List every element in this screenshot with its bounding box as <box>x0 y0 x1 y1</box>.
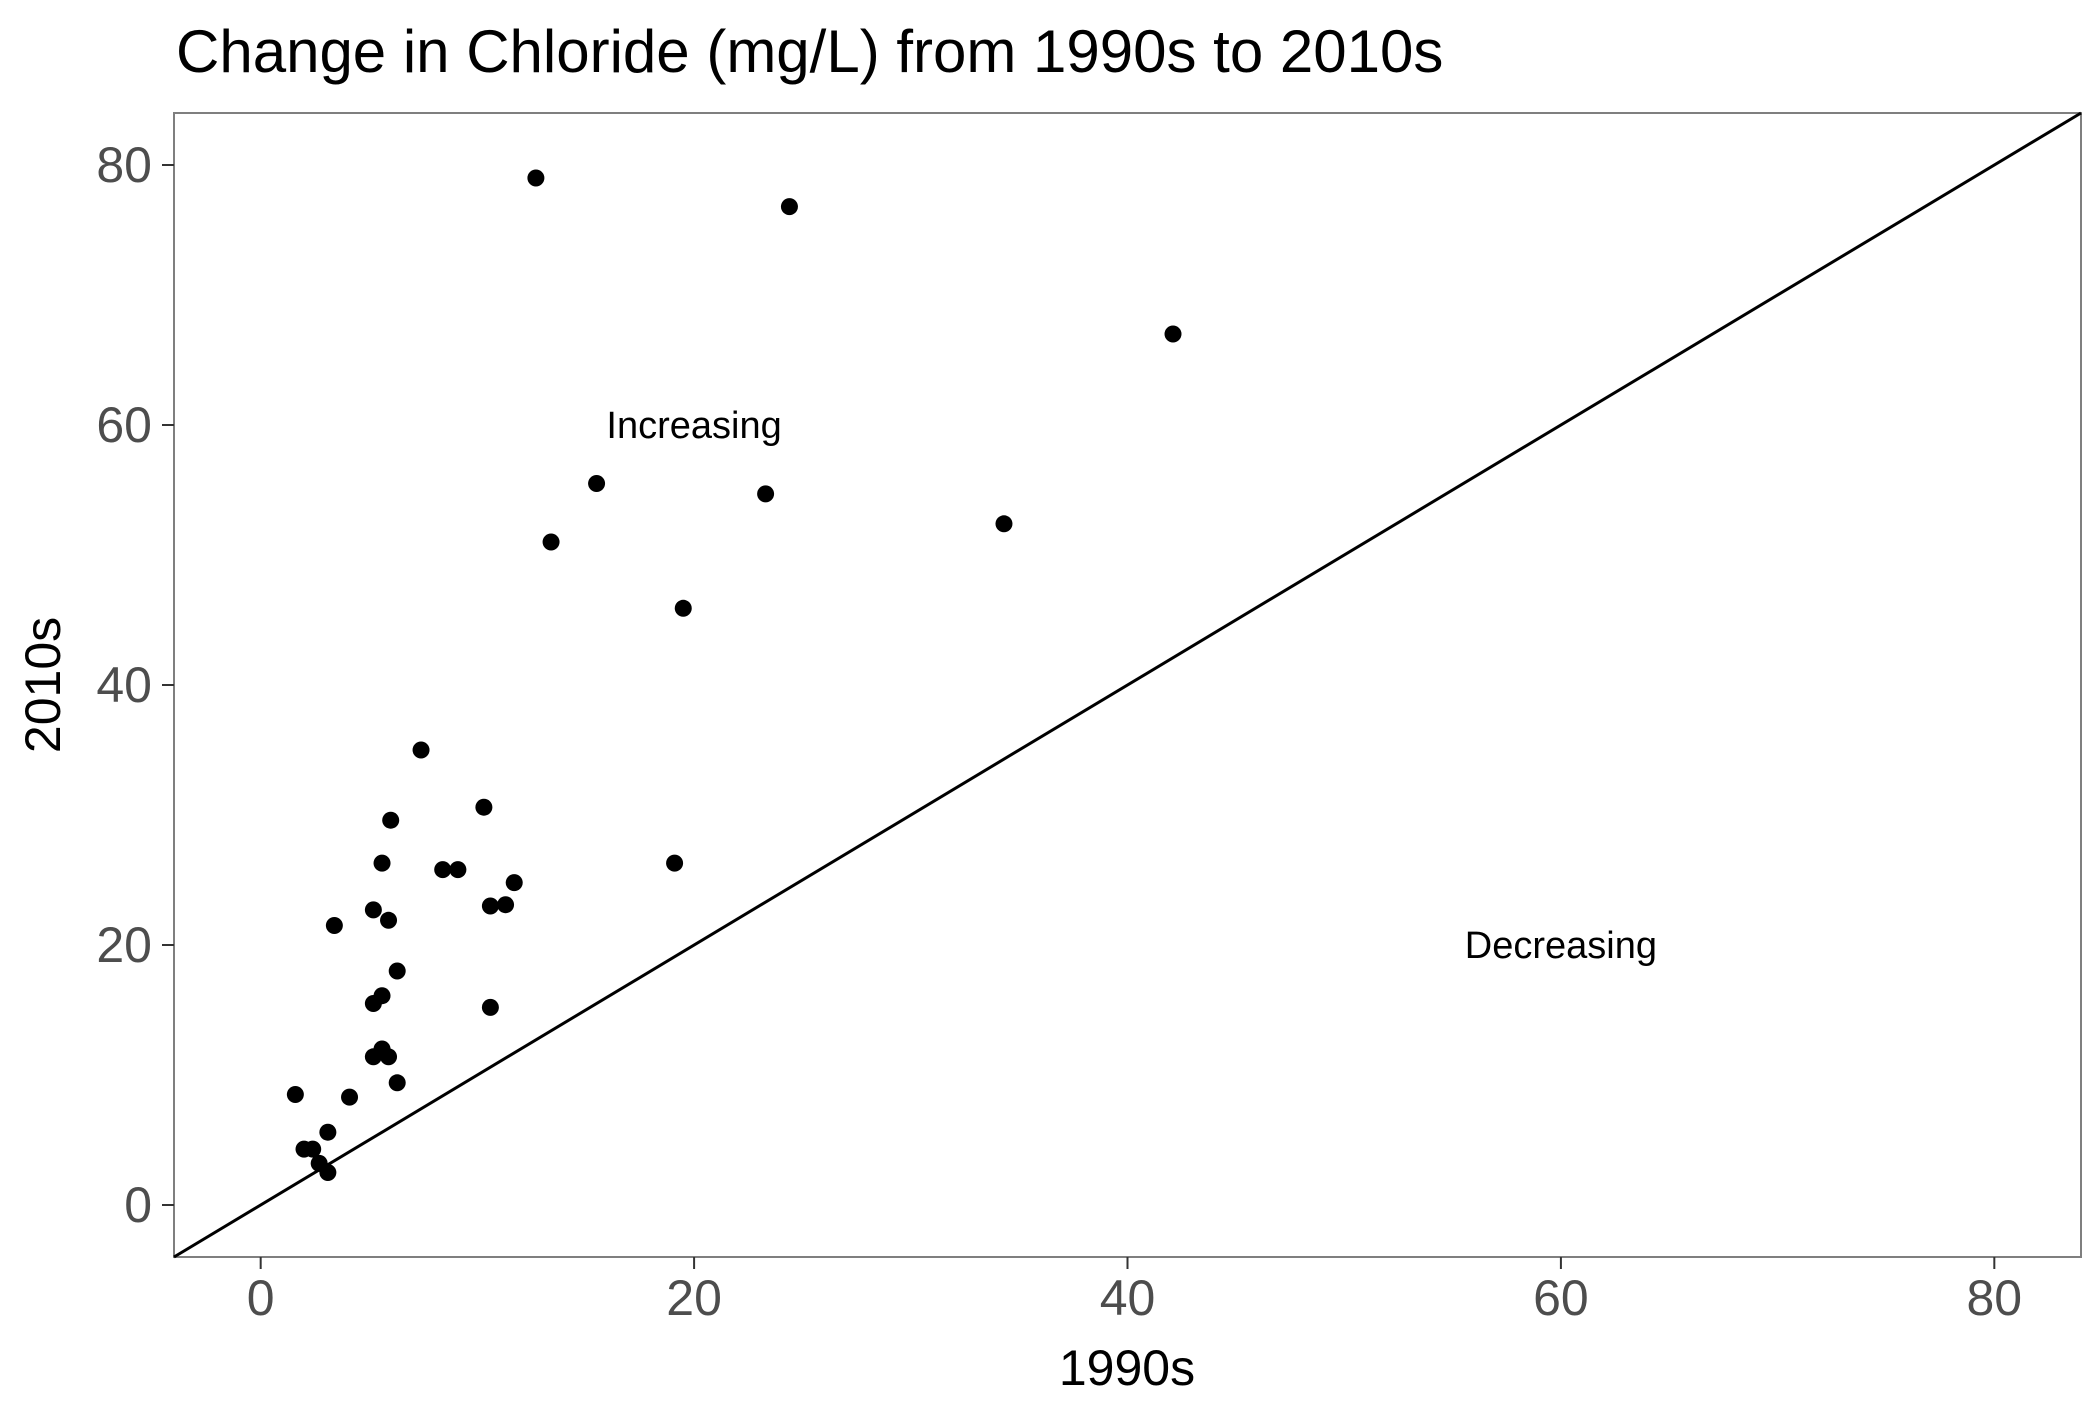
y-tick-label: 0 <box>124 1177 152 1233</box>
data-point <box>364 1048 382 1066</box>
y-axis: 0 20 40 60 80 <box>96 137 174 1233</box>
annotation-label: Decreasing <box>1465 925 1657 967</box>
data-point <box>780 198 798 216</box>
data-point <box>527 169 545 187</box>
data-point <box>505 874 523 892</box>
data-point <box>674 599 692 617</box>
data-point <box>481 897 499 915</box>
reference-line <box>173 111 2082 1259</box>
x-tick-label: 80 <box>1967 1270 2023 1326</box>
x-axis-title: 1990s <box>1059 1340 1195 1396</box>
data-point <box>364 901 382 919</box>
data-point <box>588 475 606 492</box>
data-point <box>382 811 400 829</box>
annotation-label: Increasing <box>606 405 781 447</box>
data-point <box>373 854 391 872</box>
data-point <box>1164 325 1182 343</box>
data-point <box>757 485 775 503</box>
data-point <box>380 911 398 929</box>
data-point <box>364 995 382 1012</box>
data-point <box>542 533 560 551</box>
y-tick-label: 40 <box>96 657 152 713</box>
data-point <box>388 1074 406 1092</box>
data-point <box>481 998 499 1016</box>
x-axis: 0 20 40 60 80 <box>247 1257 2022 1326</box>
data-point <box>434 861 452 879</box>
data-point <box>995 515 1013 533</box>
data-point <box>412 741 430 759</box>
data-point <box>666 854 684 872</box>
x-tick-label: 0 <box>247 1270 275 1326</box>
data-point <box>325 917 343 934</box>
data-point <box>380 1048 398 1066</box>
y-axis-title: 2010s <box>15 617 71 753</box>
data-point <box>497 896 515 914</box>
data-point <box>388 962 406 980</box>
data-point <box>304 1140 322 1158</box>
annotations: Increasing Decreasing <box>606 405 1657 967</box>
scatter-points <box>286 169 1182 1181</box>
data-point <box>449 861 467 879</box>
data-point <box>319 1123 337 1141</box>
x-tick-label: 40 <box>1100 1270 1156 1326</box>
y-tick-label: 60 <box>96 397 152 453</box>
x-tick-label: 60 <box>1533 1270 1589 1326</box>
y-tick-label: 20 <box>96 917 152 973</box>
y-tick-label: 80 <box>96 137 152 193</box>
data-point <box>286 1086 304 1103</box>
data-point <box>319 1164 337 1181</box>
x-tick-label: 20 <box>666 1270 722 1326</box>
data-point <box>341 1088 359 1106</box>
chart-title: Change in Chloride (mg/L) from 1990s to … <box>176 18 1443 85</box>
data-point <box>475 798 493 816</box>
